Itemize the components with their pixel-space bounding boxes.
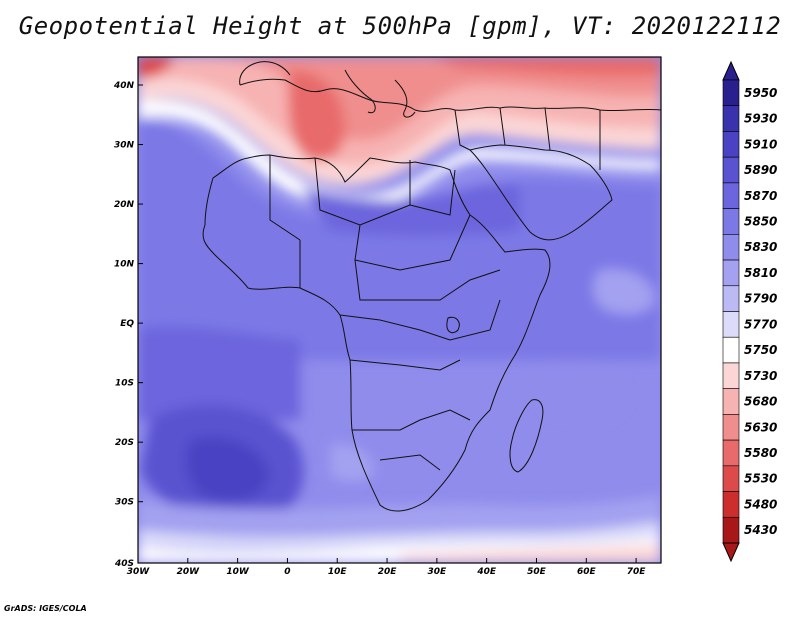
colorbar-segment <box>722 465 740 492</box>
greece-coast <box>394 79 416 118</box>
west-atlantic-band <box>138 326 300 420</box>
colorbar-segment <box>722 79 740 107</box>
x-tick-label: 70E <box>627 567 647 577</box>
southern-low-edge <box>400 545 661 563</box>
x-axis: 30W 20W 10W 0 10E 20E 30E 40E 50E 60E 70E <box>127 558 647 577</box>
italy-coast <box>344 69 376 114</box>
map-title: Geopotential Height at 500hPa [gpm], VT:… <box>18 12 782 40</box>
y-tick-label: 20N <box>114 200 135 210</box>
colorbar-segment <box>722 208 740 235</box>
colorbar-bottom-arrow <box>722 542 740 563</box>
arabia-coast <box>469 144 613 241</box>
border-13 <box>544 107 551 151</box>
colorbar-segment <box>722 105 740 132</box>
colorbar-segment <box>722 259 740 287</box>
border-10 <box>379 454 441 471</box>
colorbar-label: 5810 <box>744 266 777 280</box>
mozambique-patch <box>535 366 625 420</box>
colorbar-segment <box>722 285 740 312</box>
colorbar-segment <box>722 362 740 389</box>
colorbar-label: 5750 <box>744 343 777 357</box>
iberia-coast <box>239 61 291 86</box>
colorbar-label: 5680 <box>744 395 777 409</box>
x-tick-label: 20W <box>177 567 201 577</box>
border-3 <box>409 169 456 216</box>
colorbar-label: 5910 <box>744 137 777 151</box>
southern-africa-patch <box>330 443 375 482</box>
colorbar-segment <box>722 491 740 518</box>
trough-core <box>288 70 345 162</box>
colorbar-label: 5950 <box>744 86 777 100</box>
map-frame <box>137 56 662 564</box>
nw-corner-low <box>138 57 175 80</box>
y-tick-label: 30S <box>115 498 134 508</box>
colorbar-segment <box>722 182 740 209</box>
colorbar-label: 5930 <box>744 112 777 126</box>
colorbar-segment <box>722 156 740 184</box>
indian-ocean-patch <box>593 269 655 315</box>
colorbar-label: 5480 <box>744 497 777 511</box>
x-tick-label: 20E <box>378 567 398 577</box>
y-tick-label: 20S <box>115 438 134 448</box>
x-tick-label: 0 <box>284 567 290 577</box>
colorbar: 5950 5930 5910 5890 5870 5850 5830 5810 5790 5770… <box>722 60 777 563</box>
colorbar-label: 5530 <box>744 472 777 486</box>
x-tick-label: 30W <box>127 567 151 577</box>
africa-coast <box>202 154 551 512</box>
colorbar-label: 5430 <box>744 523 777 537</box>
colorbar-top-arrow <box>722 60 740 81</box>
colorbar-label: 5890 <box>744 163 777 177</box>
grads-credit: GrADS: IGES/COLA <box>4 604 87 613</box>
border-12 <box>499 107 506 146</box>
border-8 <box>349 359 461 371</box>
y-tick-label: 10S <box>115 379 134 389</box>
southern-light-band <box>138 522 661 548</box>
transition-band <box>138 99 661 209</box>
x-tick-label: 10E <box>328 567 348 577</box>
x-tick-label: 60E <box>577 567 597 577</box>
subtropical-belt <box>138 118 661 240</box>
colorbar-segment <box>722 388 740 415</box>
colorbar-label: 5850 <box>744 214 777 228</box>
colorbar-segment <box>722 414 740 441</box>
colorbar-segment <box>722 131 740 158</box>
colorbar-label: 5730 <box>744 369 777 383</box>
height-field <box>138 57 661 563</box>
y-tick-label: 10N <box>114 260 135 270</box>
colorbar-label: 5790 <box>744 292 777 306</box>
y-tick-label: 40N <box>113 81 135 91</box>
europe-coast <box>239 78 661 112</box>
ne-corner-low <box>430 57 661 77</box>
colorbar-segment <box>722 336 740 364</box>
x-tick-label: 30E <box>428 567 448 577</box>
colorbar-label: 5580 <box>744 446 777 460</box>
y-axis: 40N 30N 20N 10N EQ 10S 20S 30S 40S <box>113 81 143 569</box>
colorbar-label: 5630 <box>744 420 777 434</box>
southern-lighter-band <box>138 495 661 535</box>
colorbar-segment <box>722 234 740 261</box>
border-1 <box>269 155 301 241</box>
madagascar-coast <box>509 399 544 473</box>
x-tick-label: 50E <box>527 567 547 577</box>
lake-victoria <box>446 316 460 334</box>
colorbar-segment <box>722 311 740 338</box>
border-6 <box>354 259 501 301</box>
colorbar-label: 5870 <box>744 189 777 203</box>
y-tick-label: 40S <box>114 559 134 569</box>
border-4 <box>354 214 471 271</box>
south-atlantic-high-core <box>186 436 269 502</box>
border-11 <box>454 109 471 151</box>
y-tick-label: EQ <box>120 319 134 329</box>
colorbar-segment <box>722 516 740 544</box>
coastlines <box>202 61 661 512</box>
x-tick-label: 40E <box>476 567 497 577</box>
colorbar-segment <box>722 439 740 467</box>
x-tick-label: 10W <box>226 567 250 577</box>
colorbar-label: 5770 <box>744 317 777 331</box>
border-7 <box>339 299 501 341</box>
border-9 <box>352 409 471 431</box>
colorbar-label: 5830 <box>744 240 777 254</box>
y-tick-label: 30N <box>114 141 135 151</box>
